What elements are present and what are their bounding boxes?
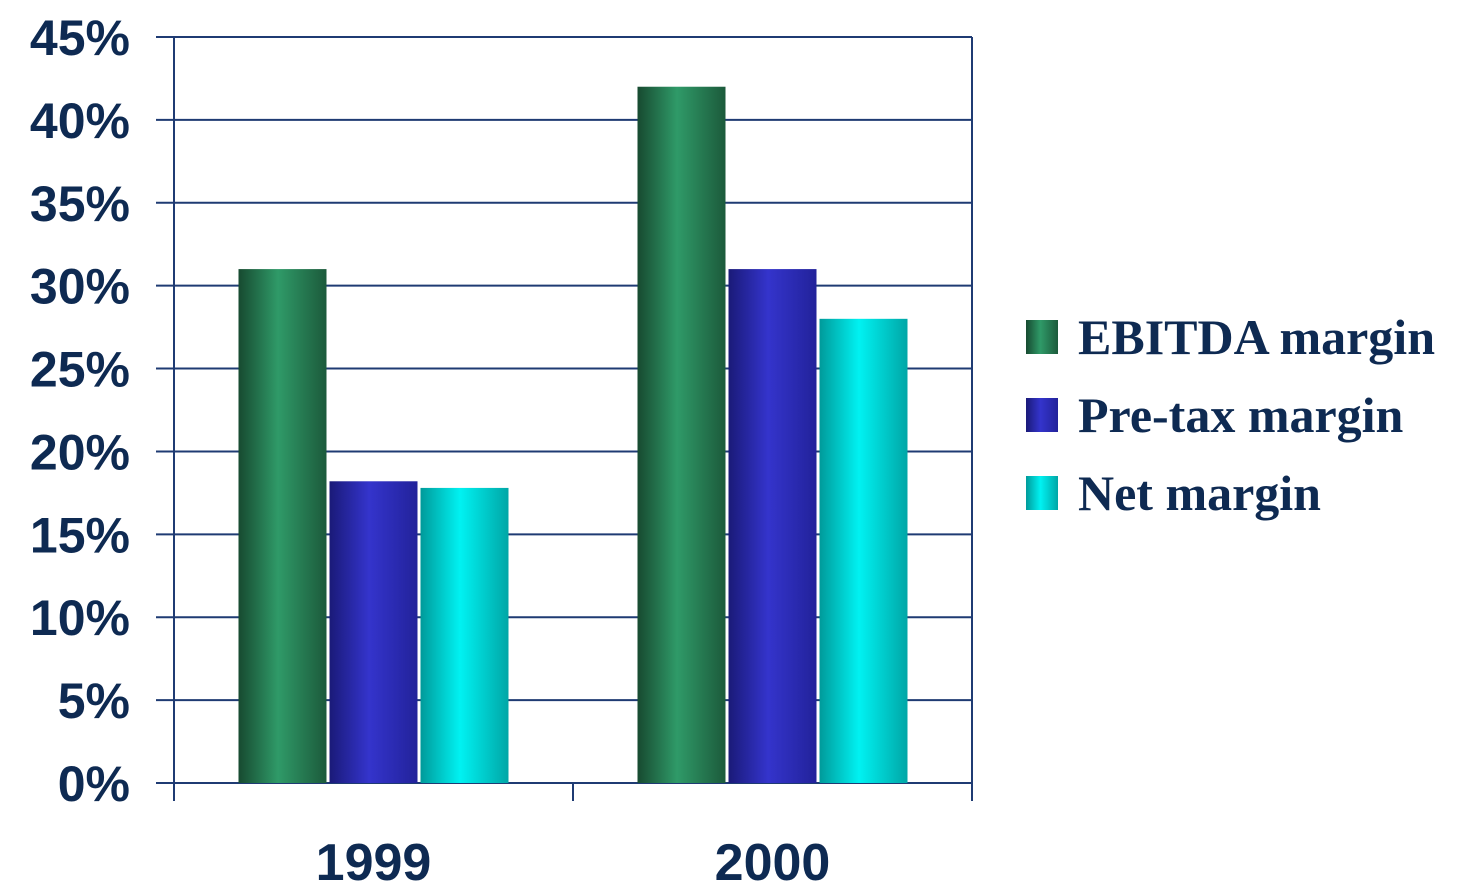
y-tick-label: 5% [58,673,130,729]
x-tick-label: 1999 [316,834,432,887]
legend: EBITDA margin Pre-tax margin Net margin [1026,309,1435,521]
legend-label: Pre-tax margin [1078,387,1404,443]
axis-labels: 0% 5% 10% 15% 20% 25% 30% 35% 40% 45% 1999 2000 [30,10,830,887]
legend-swatch [1026,320,1058,354]
legend-swatch [1026,398,1058,432]
y-tick-label: 0% [58,756,130,812]
legend-label: EBITDA margin [1078,309,1435,365]
bar-ebitda-margin-1999 [238,269,327,784]
bar-ebitda-margin-2000 [637,86,726,783]
x-tick-label: 2000 [715,834,831,887]
y-tick-label: 25% [30,342,130,398]
legend-swatch [1026,476,1058,510]
bar-net-margin-2000 [819,318,908,783]
y-tick-label: 15% [30,507,130,563]
legend-label: Net margin [1078,465,1321,521]
bar-net-margin-1999 [420,487,509,783]
y-tick-label: 35% [30,176,130,232]
bar-pre-tax-margin-1999 [329,481,418,783]
y-tick-label: 20% [30,424,130,480]
y-tick-label: 45% [30,10,130,66]
y-tick-label: 10% [30,590,130,646]
bar-pre-tax-margin-2000 [728,269,817,784]
y-tick-label: 30% [30,259,130,315]
bars [238,86,908,784]
y-tick-label: 40% [30,93,130,149]
